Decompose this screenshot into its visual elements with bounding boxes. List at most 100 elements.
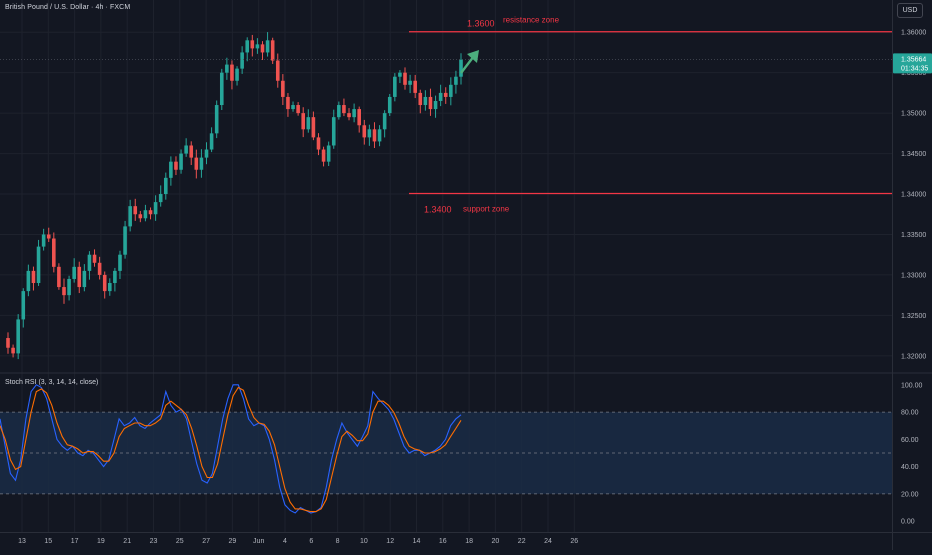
candle-body: [11, 347, 15, 354]
candle-body: [138, 214, 143, 219]
candle-body: [352, 109, 356, 118]
stoch-tick-label: 60.00: [901, 437, 919, 444]
candle-body: [204, 149, 209, 158]
candle-body: [97, 262, 102, 275]
candle-body: [52, 238, 56, 267]
candle-body: [26, 270, 31, 292]
time-tick-label: 12: [386, 538, 394, 545]
price-tick-label: 1.34500: [901, 151, 926, 158]
time-tick-label: 20: [492, 538, 500, 545]
symbol-title[interactable]: British Pound / U.S. Dollar · 4h · FXCM: [5, 4, 131, 11]
stoch-tick-label: 100.00: [901, 382, 923, 389]
candle-body: [413, 80, 417, 93]
candle-body: [372, 129, 377, 142]
candle-body: [6, 338, 10, 348]
candle-body: [347, 113, 351, 118]
candle-body: [123, 226, 127, 255]
stoch-k-line: [0, 384, 462, 514]
candle-body: [194, 157, 199, 170]
candle-body: [128, 206, 132, 227]
candle-body: [16, 319, 20, 354]
candle-body: [367, 129, 372, 138]
time-tick-label: 8: [336, 538, 340, 545]
candle-body: [382, 113, 387, 130]
candle-body: [41, 234, 46, 247]
price-tick-label: 1.33500: [901, 232, 926, 239]
candle-body: [230, 64, 234, 81]
candle-body: [296, 105, 300, 114]
candle-body: [82, 270, 87, 288]
candle-body: [286, 96, 290, 110]
candle-body: [31, 270, 36, 284]
resistance-zone-label: resistance zone: [503, 16, 560, 25]
price-badge-countdown: 01:34:35: [901, 65, 928, 72]
stoch-tick-label: 20.00: [901, 491, 919, 498]
currency-button[interactable]: USD: [897, 3, 923, 18]
candle-body: [260, 44, 265, 53]
candle-body: [67, 278, 71, 296]
candle-body: [337, 105, 341, 118]
candle-body: [454, 76, 458, 85]
price-tick-label: 1.35000: [901, 111, 926, 118]
candle-body: [423, 96, 428, 106]
price-tick-label: 1.32500: [901, 313, 926, 320]
candle-body: [291, 105, 295, 110]
candle-body: [387, 96, 392, 114]
candle-body: [46, 234, 51, 239]
candle-body: [158, 194, 163, 203]
candle-body: [107, 283, 112, 292]
candle-body: [326, 145, 331, 162]
time-tick-label: 22: [518, 538, 526, 545]
up-arrow-icon: [467, 50, 479, 63]
candle-body: [393, 76, 397, 97]
candle-body: [311, 117, 316, 138]
price-tick-label: 1.36000: [901, 30, 926, 37]
candle-body: [306, 117, 311, 130]
candle-body: [77, 266, 82, 288]
time-tick-label: 29: [229, 538, 237, 545]
candle-body: [148, 210, 153, 215]
stoch-layer: [0, 384, 462, 514]
candle-body: [209, 133, 214, 150]
candle-body: [245, 40, 250, 53]
candle-body: [219, 72, 224, 106]
price-tick-label: 1.35500: [901, 70, 926, 77]
candle-body: [179, 153, 183, 170]
candle-body: [403, 72, 407, 85]
candle-body: [377, 129, 382, 142]
candle-body: [408, 80, 412, 85]
support-price-label: 1.3400: [424, 205, 452, 215]
candle-body: [153, 202, 158, 215]
time-tick-label: 26: [570, 538, 578, 545]
time-tick-label: 24: [544, 538, 552, 545]
candle-body: [72, 266, 76, 279]
time-tick-label: 18: [465, 538, 473, 545]
candle-body: [281, 80, 285, 97]
time-tick-label: 17: [71, 538, 79, 545]
candle-body: [398, 72, 402, 77]
arrow-shaft: [460, 55, 475, 74]
candle-body: [102, 274, 107, 292]
candle-body: [92, 254, 97, 263]
time-tick-label: 14: [413, 538, 421, 545]
time-tick-label: 10: [360, 538, 368, 545]
time-tick-label: 16: [439, 538, 447, 545]
candle-body: [316, 137, 321, 150]
candle-body: [418, 92, 423, 106]
candle-body: [235, 68, 239, 81]
candle-body: [321, 149, 326, 162]
time-tick-label: 23: [150, 538, 158, 545]
annotation-layer: 1.35664 01:34:35 1.3600 resistance zone 1.34…: [0, 16, 932, 215]
stoch-tick-label: 0.00: [901, 519, 915, 526]
price-tick-label: 1.33000: [901, 272, 926, 279]
time-tick-label: Jun: [253, 538, 264, 545]
stoch-d-line: [0, 386, 462, 513]
candle-body: [331, 117, 336, 146]
candle-body: [113, 270, 117, 284]
indicator-title[interactable]: Stoch RSI (3, 3, 14, 14, close): [5, 379, 99, 386]
support-zone-label: support zone: [463, 205, 510, 214]
candle-body: [199, 157, 204, 170]
candle-body: [428, 96, 433, 110]
